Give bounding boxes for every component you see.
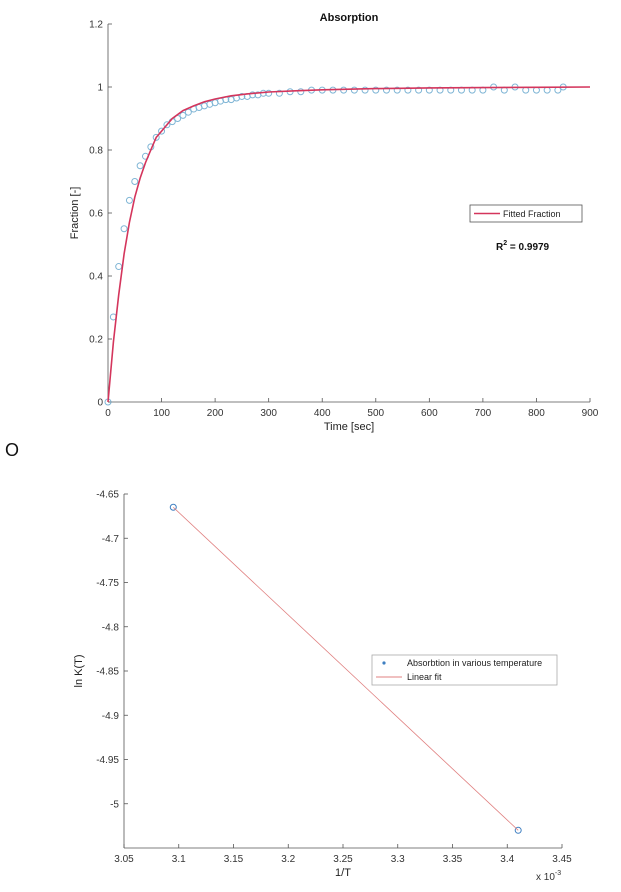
data-point <box>415 86 423 94</box>
y-axis-label: ln K(T) <box>73 655 85 688</box>
x-tick-label: 400 <box>314 408 331 419</box>
x-tick-label: 3.3 <box>391 854 405 865</box>
data-point <box>382 86 390 94</box>
data-point <box>297 88 305 96</box>
x-tick-label: 3.4 <box>500 854 514 865</box>
y-tick-label: 0.8 <box>89 146 103 157</box>
data-point <box>350 86 358 94</box>
chart-title: Absorption <box>320 12 379 24</box>
data-point <box>361 86 369 94</box>
x-axis-label: Time [sec] <box>324 421 374 433</box>
data-point <box>125 196 133 204</box>
data-point <box>265 89 273 97</box>
x-multiplier-label: x 10-3 <box>536 870 561 883</box>
data-point <box>184 108 192 116</box>
x-tick-label: 3.25 <box>333 854 353 865</box>
data-point <box>275 89 283 97</box>
series-line <box>107 86 591 403</box>
data-point <box>169 503 177 511</box>
x-tick-label: 500 <box>367 408 384 419</box>
x-tick-label: 800 <box>528 408 545 419</box>
legend-marker-swatch <box>382 661 386 665</box>
data-point <box>404 86 412 94</box>
data-point <box>372 86 380 94</box>
legend-label: Absorbtion in various temperature <box>407 658 542 668</box>
separator-letter: O <box>5 440 20 460</box>
series-line <box>173 507 519 831</box>
y-tick-label: -4.8 <box>102 622 120 633</box>
data-point <box>238 92 246 100</box>
y-tick-label: 0.2 <box>89 335 103 346</box>
data-point <box>514 826 522 834</box>
legend-label: Fitted Fraction <box>503 209 561 219</box>
data-point <box>115 263 123 271</box>
data-point <box>152 133 160 141</box>
y-tick-label: -5 <box>110 799 119 810</box>
x-axis-label: 1/T <box>335 867 351 879</box>
data-point <box>179 111 187 119</box>
x-tick-label: 3.1 <box>172 854 186 865</box>
data-point <box>136 162 144 170</box>
y-tick-label: -4.65 <box>96 490 119 501</box>
x-tick-label: 3.45 <box>552 854 572 865</box>
x-tick-label: 100 <box>153 408 170 419</box>
x-tick-label: 3.05 <box>114 854 134 865</box>
y-tick-label: -4.9 <box>102 711 120 722</box>
x-tick-label: 900 <box>582 408 599 419</box>
y-tick-label: -4.85 <box>96 667 119 678</box>
x-tick-label: 3.35 <box>443 854 463 865</box>
data-point <box>131 178 139 185</box>
data-point <box>249 91 257 99</box>
r-squared-annotation: R2 = 0.9979 <box>496 240 550 253</box>
y-tick-label: 0 <box>97 398 103 409</box>
data-point <box>163 121 171 129</box>
y-tick-label: -4.95 <box>96 755 119 766</box>
x-tick-label: 600 <box>421 408 438 419</box>
x-tick-label: 300 <box>260 408 277 419</box>
data-point <box>158 127 166 135</box>
y-tick-label: 0.6 <box>89 209 103 220</box>
y-tick-label: 1 <box>97 83 103 94</box>
x-tick-label: 3.15 <box>224 854 244 865</box>
legend-label: Linear fit <box>407 672 442 682</box>
x-tick-label: 200 <box>207 408 224 419</box>
y-tick-label: 0.4 <box>89 272 103 283</box>
y-axis-label: Fraction [-] <box>69 187 81 240</box>
x-tick-label: 3.2 <box>281 854 295 865</box>
legend-box <box>371 654 558 686</box>
x-tick-label: 700 <box>475 408 492 419</box>
x-tick-label: 0 <box>105 408 111 419</box>
y-tick-label: -4.7 <box>102 534 120 545</box>
data-point <box>393 86 401 94</box>
y-tick-label: -4.75 <box>96 578 119 589</box>
y-tick-label: 1.2 <box>89 20 103 31</box>
legend-box <box>469 204 583 223</box>
data-point <box>120 225 128 233</box>
